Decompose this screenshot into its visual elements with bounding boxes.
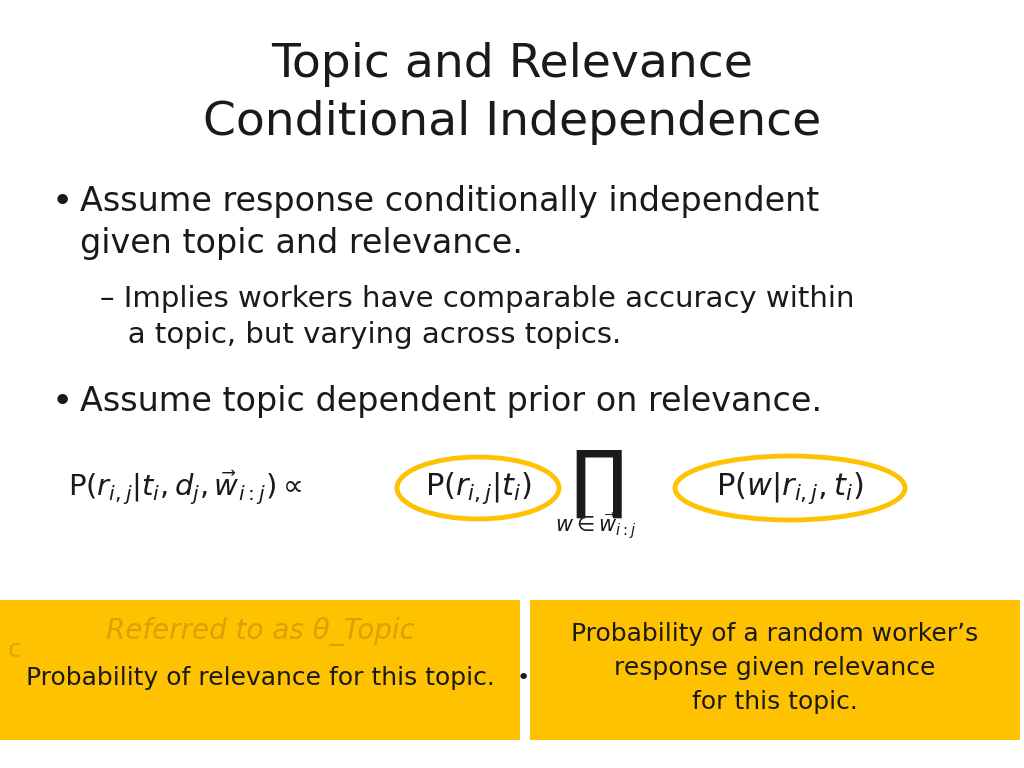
Text: Referred to as θ_Topic: Referred to as θ_Topic: [105, 617, 415, 647]
FancyBboxPatch shape: [530, 600, 1020, 740]
Text: •: •: [52, 385, 74, 419]
Text: $\mathrm{P}(w|r_{i,j}, t_i)$: $\mathrm{P}(w|r_{i,j}, t_i)$: [717, 470, 863, 506]
Text: •: •: [516, 668, 529, 688]
Text: Topic and Relevance: Topic and Relevance: [271, 42, 753, 87]
Text: Assume topic dependent prior on relevance.: Assume topic dependent prior on relevanc…: [80, 385, 822, 418]
Text: $\prod$: $\prod$: [569, 449, 623, 520]
Text: $\mathrm{P}(r_{i,j}|t_i, d_j, \vec{w}_{i:j}) \propto$: $\mathrm{P}(r_{i,j}|t_i, d_j, \vec{w}_{i…: [68, 469, 302, 507]
Text: Assume response conditionally independent
given topic and relevance.: Assume response conditionally independen…: [80, 185, 819, 260]
Text: c: c: [8, 638, 22, 662]
FancyBboxPatch shape: [0, 600, 520, 740]
Text: $w{\in}\vec{w}_{i:j}$: $w{\in}\vec{w}_{i:j}$: [555, 511, 637, 541]
Text: $\mathrm{P}(r_{i,j}|t_i)$: $\mathrm{P}(r_{i,j}|t_i)$: [425, 470, 531, 506]
Text: Probability of a random worker’s
response given relevance
for this topic.: Probability of a random worker’s respons…: [571, 623, 979, 713]
Text: •: •: [52, 185, 74, 219]
Text: Probability of relevance for this topic.: Probability of relevance for this topic.: [26, 666, 495, 690]
Text: – Implies workers have comparable accuracy within
   a topic, but varying across: – Implies workers have comparable accura…: [100, 285, 854, 349]
Text: Conditional Independence: Conditional Independence: [203, 100, 821, 145]
